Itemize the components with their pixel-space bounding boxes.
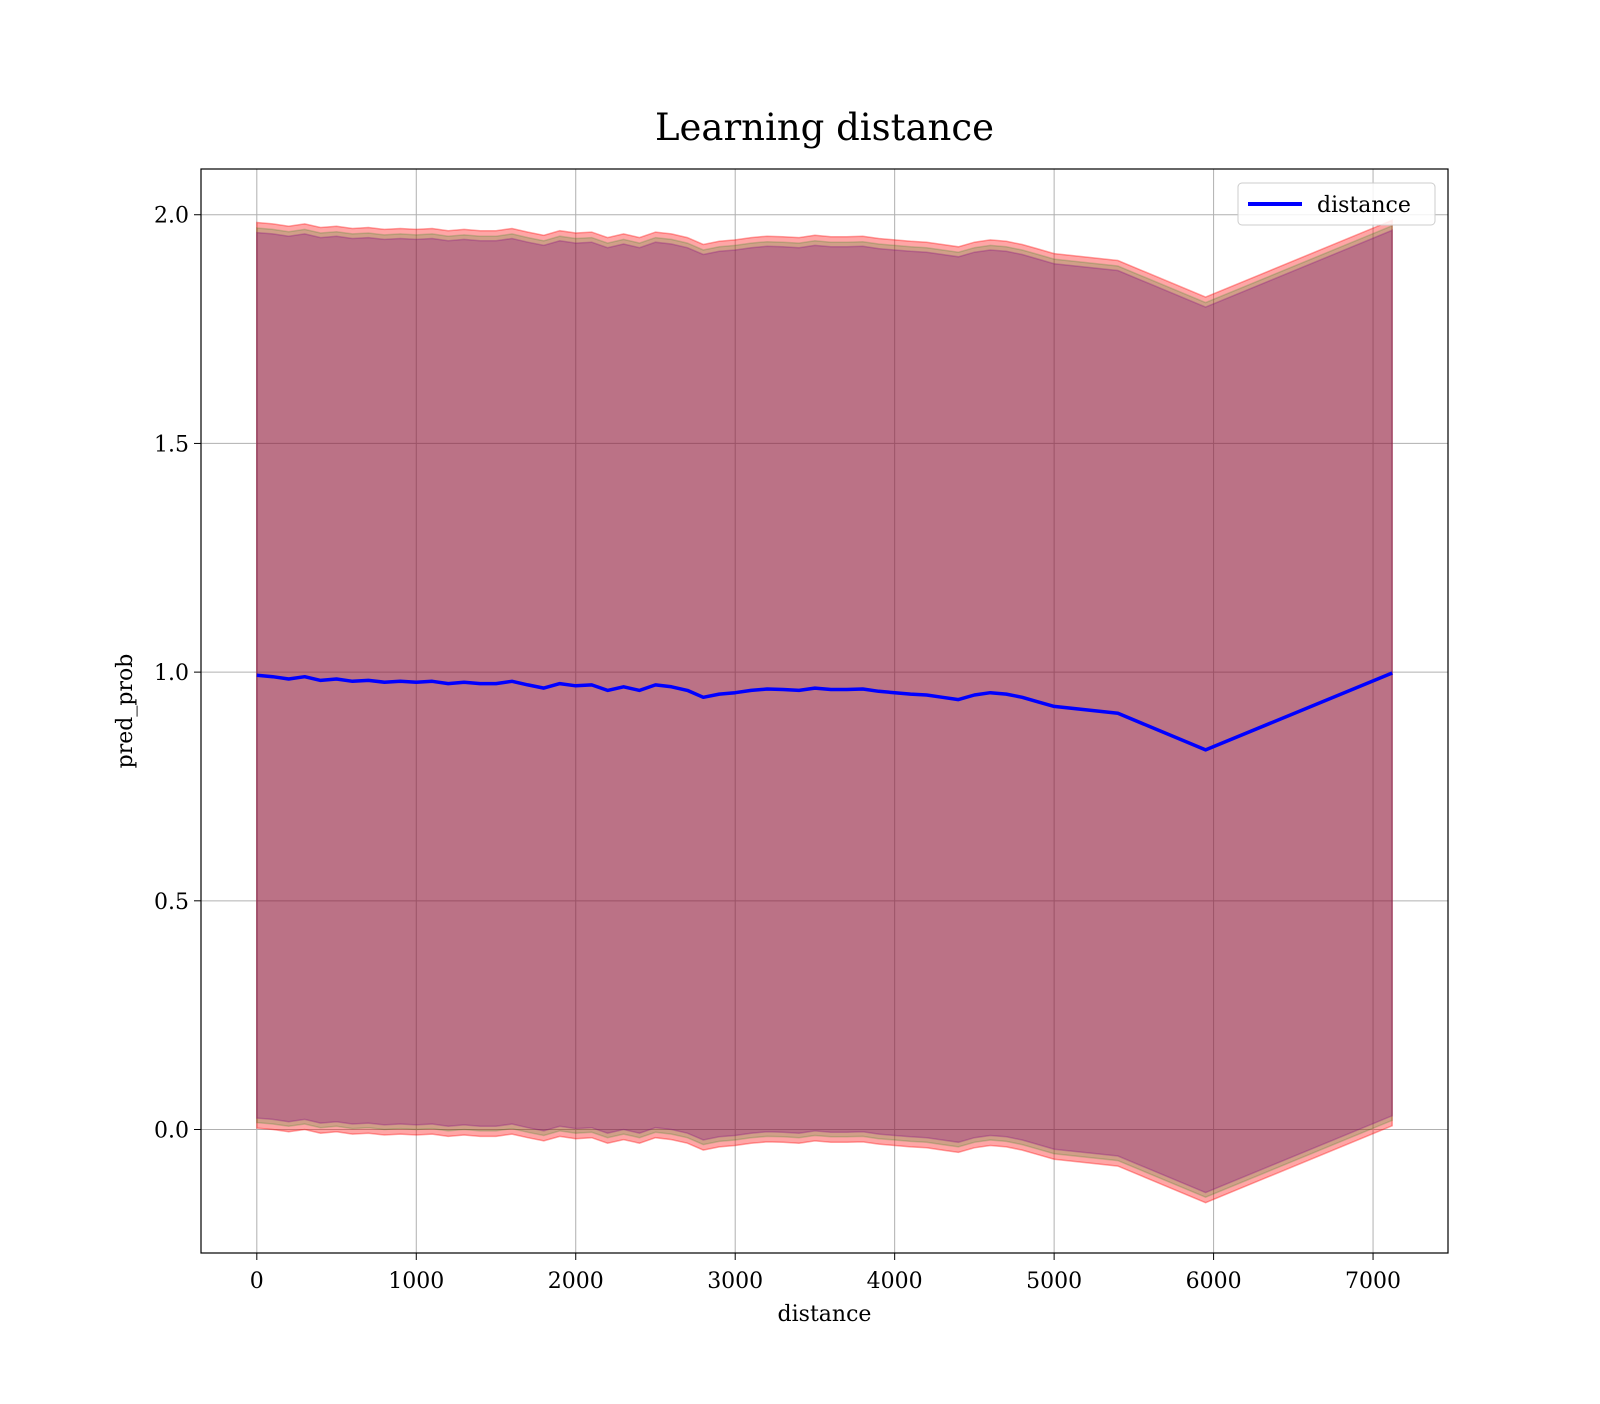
legend-box: [1237, 182, 1436, 226]
legend: distance: [1237, 182, 1436, 226]
x-tick-label: 2000: [548, 1269, 604, 1294]
y-tick-label: 0.0: [154, 1119, 189, 1144]
plot-frame: [200, 168, 1449, 1254]
legend-label: distance: [1317, 193, 1411, 218]
y-tick-label: 0.5: [154, 890, 189, 915]
x-tick-label: 3000: [707, 1269, 763, 1294]
series-layer: [256, 671, 1393, 752]
x-tick-label: 5000: [1026, 1269, 1082, 1294]
chart-title: Learning distance: [655, 106, 994, 149]
y-tick-label: 1.5: [154, 432, 189, 457]
x-tick-label: 4000: [867, 1269, 923, 1294]
y-ticks: 0.0 0.5 1.0 1.5 2.0: [154, 204, 201, 1144]
confidence-band: [256, 219, 1393, 1204]
y-tick-label: 1.0: [154, 661, 189, 686]
series-line-distance: [256, 671, 1393, 752]
confidence-band: [256, 229, 1393, 1194]
x-axis-label: distance: [778, 1302, 872, 1327]
x-tick-label: 6000: [1186, 1269, 1242, 1294]
band-layer: [256, 219, 1393, 1204]
y-axis-label: pred_prob: [113, 654, 138, 769]
x-ticks: 0 1000 2000 3000 4000 5000 6000 7000: [250, 1253, 1401, 1294]
x-tick-label: 0: [250, 1269, 264, 1294]
y-tick-label: 2.0: [154, 204, 189, 229]
x-tick-label: 7000: [1345, 1269, 1401, 1294]
x-tick-label: 1000: [388, 1269, 444, 1294]
confidence-band: [256, 224, 1393, 1199]
